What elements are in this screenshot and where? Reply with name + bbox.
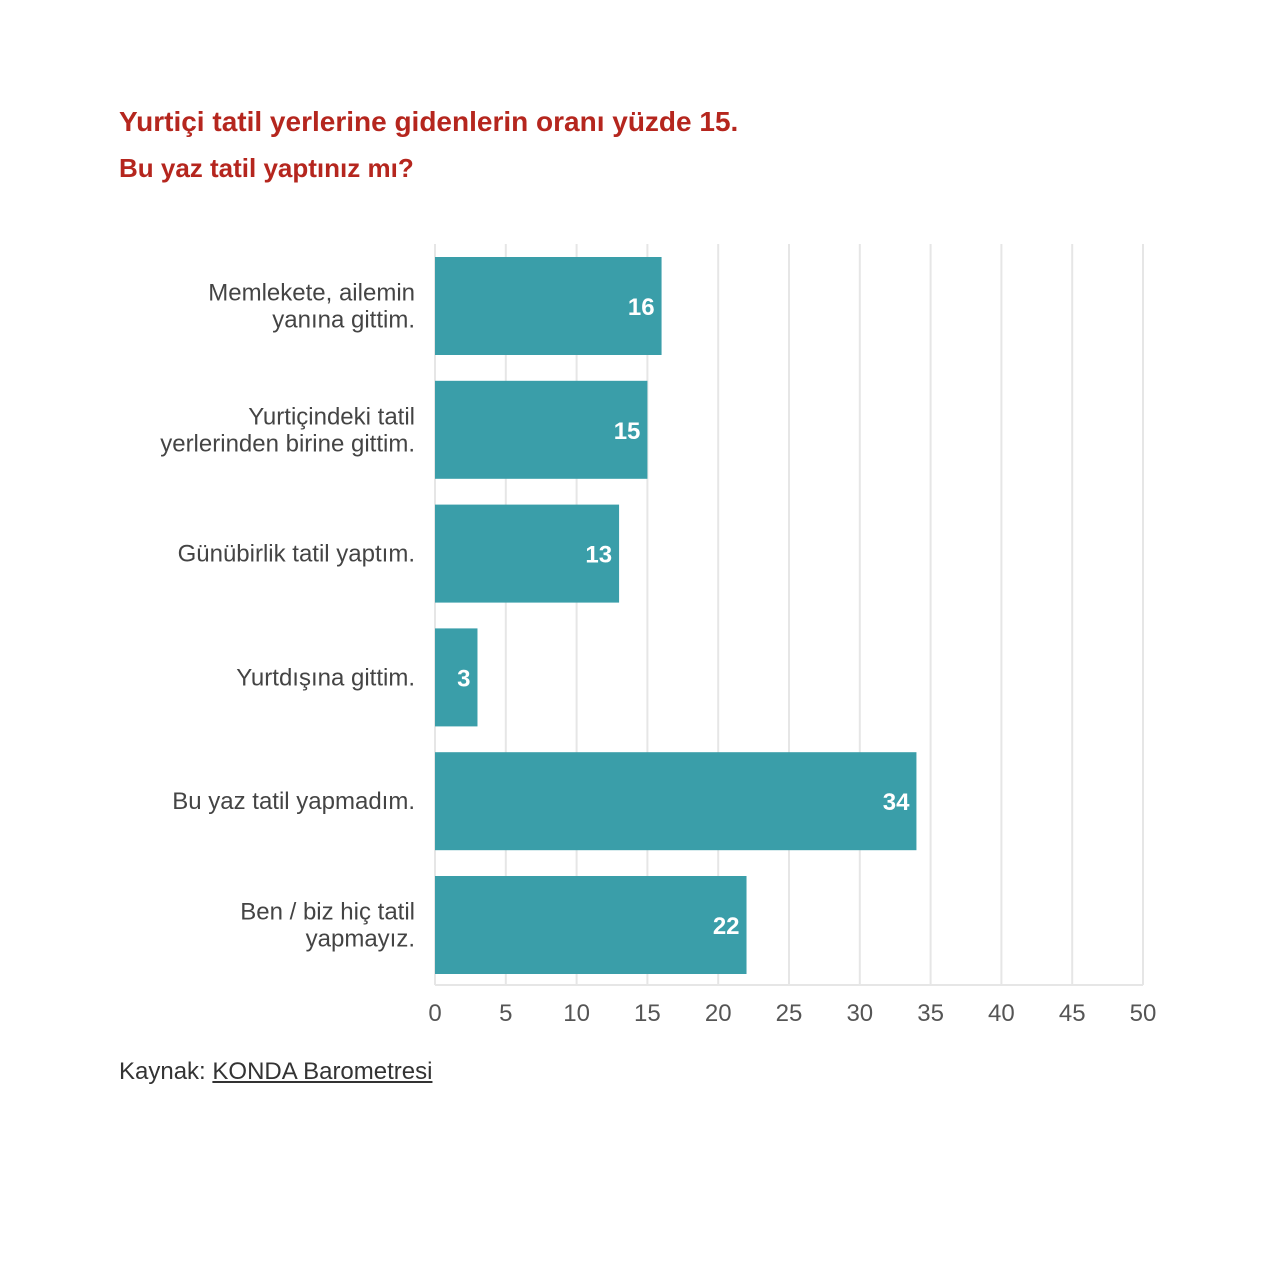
- category-label: Memlekete, ailemin yanına gittim.: [208, 280, 415, 334]
- category-label: Günübirlik tatil yaptım.: [178, 541, 415, 568]
- value-label: 15: [614, 418, 641, 445]
- chart-subtitle: Bu yaz tatil yaptınız mı?: [119, 153, 414, 183]
- bar: [435, 257, 662, 355]
- x-tick-label: 30: [846, 1000, 873, 1027]
- bar: [435, 752, 917, 851]
- bar: [435, 504, 620, 603]
- category-label-line: Yurtdışına gittim.: [236, 664, 415, 691]
- value-label: 13: [585, 542, 612, 569]
- category-label: Bu yaz tatil yapmadım.: [172, 788, 415, 815]
- value-label: 3: [457, 665, 470, 692]
- category-label-line: yapmayız.: [306, 926, 415, 953]
- source-link[interactable]: KONDA Barometresi: [212, 1058, 433, 1085]
- chart-title: Yurtiçi tatil yerlerine gidenlerin oranı…: [119, 106, 739, 137]
- value-label: 34: [883, 789, 910, 816]
- value-label: 22: [713, 913, 740, 940]
- category-label-line: yerlerinden birine gittim.: [160, 430, 415, 457]
- source-prefix: Kaynak:: [119, 1058, 213, 1085]
- x-tick-label: 40: [988, 1000, 1015, 1027]
- x-tick-label: 5: [499, 1000, 512, 1027]
- value-label: 16: [628, 294, 655, 321]
- category-label-line: yanına gittim.: [272, 307, 415, 334]
- x-tick-label: 50: [1130, 1000, 1157, 1027]
- category-label-line: Yurtiçindeki tatil: [248, 403, 415, 430]
- category-label-line: Bu yaz tatil yapmadım.: [172, 788, 415, 815]
- category-label: Yurtiçindeki tatil yerlerinden birine git…: [160, 403, 415, 457]
- source-note: Kaynak: KONDA Barometresi: [119, 1058, 432, 1086]
- category-label: Yurtdışına gittim.: [236, 664, 415, 691]
- x-tick-label: 20: [705, 1000, 732, 1027]
- category-label-line: Memlekete, ailemin: [208, 280, 415, 307]
- category-label-line: Ben / biz hiç tatil: [240, 899, 415, 926]
- x-tick-label: 15: [634, 1000, 661, 1027]
- x-tick-label: 10: [563, 1000, 590, 1027]
- x-tick-label: 0: [428, 1000, 441, 1027]
- bar: [435, 876, 747, 974]
- x-tick-label: 45: [1059, 1000, 1086, 1027]
- x-tick-label: 35: [917, 1000, 944, 1027]
- category-label-line: Günübirlik tatil yaptım.: [178, 541, 415, 568]
- category-label: Ben / biz hiç tatil yapmayız.: [240, 899, 415, 953]
- bar: [435, 380, 648, 479]
- x-tick-label: 25: [776, 1000, 803, 1027]
- bar: [435, 628, 478, 727]
